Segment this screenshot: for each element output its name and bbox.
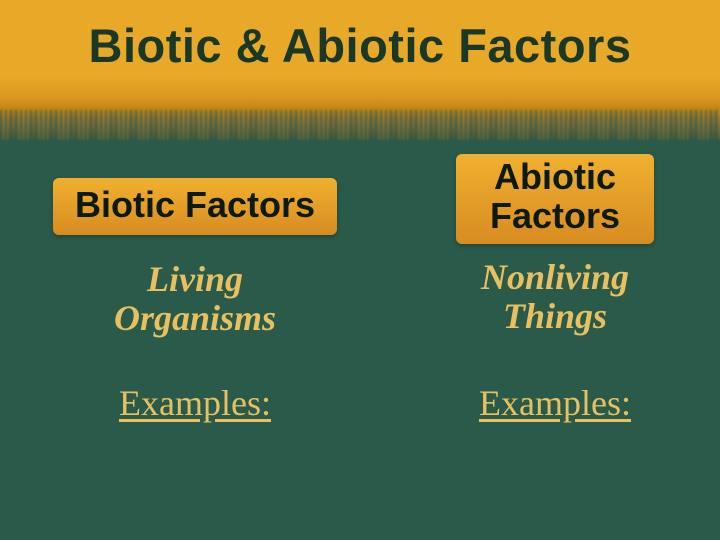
content-area: Biotic Factors Living Organisms Examples…	[0, 150, 720, 540]
biotic-heading-wrap: Biotic Factors	[30, 178, 360, 235]
abiotic-examples-label: Examples:	[390, 382, 720, 424]
slide: Biotic & Abiotic Factors Biotic Factors …	[0, 0, 720, 540]
abiotic-subtitle-line1: Nonliving	[481, 257, 629, 297]
abiotic-heading-pill: Abiotic Factors	[456, 154, 654, 244]
abiotic-subtitle: Nonliving Things	[390, 258, 720, 336]
abiotic-heading-line2: Factors	[490, 195, 620, 236]
biotic-examples-label: Examples:	[30, 382, 360, 424]
biotic-subtitle-line1: Living	[147, 259, 243, 299]
biotic-heading-pill: Biotic Factors	[53, 178, 337, 235]
abiotic-subtitle-line2: Things	[503, 296, 607, 336]
header-texture-edge	[0, 110, 720, 140]
biotic-subtitle-line2: Organisms	[114, 298, 276, 338]
slide-title: Biotic & Abiotic Factors	[0, 18, 720, 73]
abiotic-heading-wrap: Abiotic Factors	[390, 154, 720, 244]
biotic-subtitle: Living Organisms	[30, 260, 360, 338]
abiotic-heading-line1: Abiotic	[494, 156, 616, 197]
